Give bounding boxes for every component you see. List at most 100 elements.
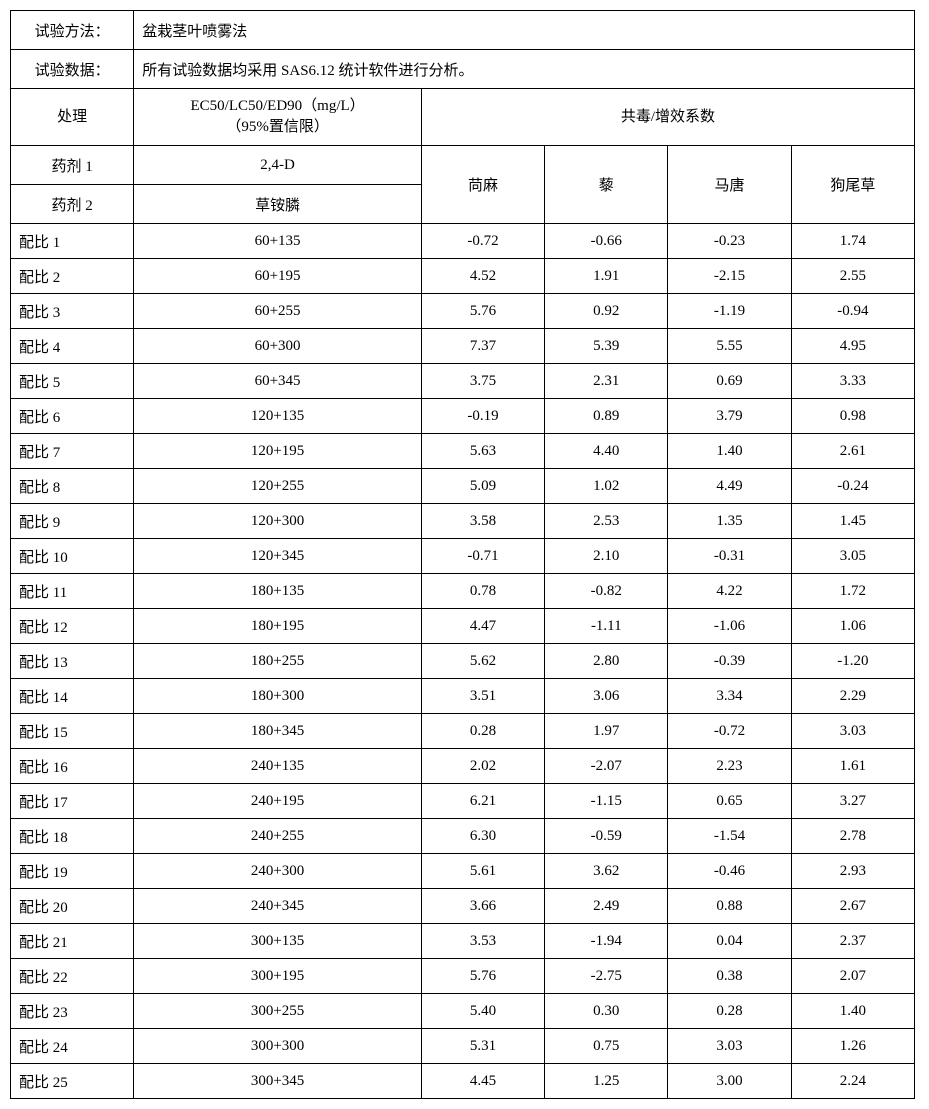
ratio-formula: 60+345 — [134, 364, 422, 399]
col-header-3: 马唐 — [668, 146, 791, 224]
ratio-formula: 240+195 — [134, 784, 422, 819]
value-cell: 0.28 — [421, 714, 544, 749]
value-cell: 1.26 — [791, 1029, 914, 1064]
agent2-value: 草铵膦 — [134, 185, 422, 224]
ratio-formula: 180+135 — [134, 574, 422, 609]
table-row: 配比 15180+3450.281.97-0.723.03 — [11, 714, 915, 749]
agent1-label: 药剂 1 — [11, 146, 134, 185]
ratio-label: 配比 10 — [11, 539, 134, 574]
table-row: 配比 6120+135-0.190.893.790.98 — [11, 399, 915, 434]
value-cell: 3.27 — [791, 784, 914, 819]
table-row: 配比 16240+1352.02-2.072.231.61 — [11, 749, 915, 784]
table-row: 配比 260+1954.521.91-2.152.55 — [11, 259, 915, 294]
ratio-label: 配比 21 — [11, 924, 134, 959]
value-cell: 6.21 — [421, 784, 544, 819]
agent1-row: 药剂 1 2,4-D 苘麻 藜 马唐 狗尾草 — [11, 146, 915, 185]
value-cell: -1.06 — [668, 609, 791, 644]
value-cell: 3.51 — [421, 679, 544, 714]
ratio-label: 配比 22 — [11, 959, 134, 994]
data-value: 所有试验数据均采用 SAS6.12 统计软件进行分析。 — [134, 50, 915, 89]
value-cell: 0.78 — [421, 574, 544, 609]
ratio-label: 配比 2 — [11, 259, 134, 294]
value-cell: 5.09 — [421, 469, 544, 504]
value-cell: 2.61 — [791, 434, 914, 469]
ratio-label: 配比 25 — [11, 1064, 134, 1099]
value-cell: -0.39 — [668, 644, 791, 679]
value-cell: 2.49 — [545, 889, 668, 924]
value-cell: 5.61 — [421, 854, 544, 889]
value-cell: 3.58 — [421, 504, 544, 539]
table-row: 配比 7120+1955.634.401.402.61 — [11, 434, 915, 469]
table-row: 配比 18240+2556.30-0.59-1.542.78 — [11, 819, 915, 854]
table-row: 配比 24300+3005.310.753.031.26 — [11, 1029, 915, 1064]
value-cell: 5.76 — [421, 294, 544, 329]
table-row: 配比 17240+1956.21-1.150.653.27 — [11, 784, 915, 819]
ratio-formula: 120+345 — [134, 539, 422, 574]
value-cell: -0.66 — [545, 224, 668, 259]
value-cell: 3.33 — [791, 364, 914, 399]
value-cell: 4.45 — [421, 1064, 544, 1099]
col-header-2: 藜 — [545, 146, 668, 224]
value-cell: 0.30 — [545, 994, 668, 1029]
ratio-formula: 180+255 — [134, 644, 422, 679]
ratio-label: 配比 8 — [11, 469, 134, 504]
value-cell: -0.24 — [791, 469, 914, 504]
value-cell: -0.82 — [545, 574, 668, 609]
table-row: 配比 25300+3454.451.253.002.24 — [11, 1064, 915, 1099]
formula-header-line1: EC50/LC50/ED90（mg/L） — [190, 98, 364, 114]
formula-header: EC50/LC50/ED90（mg/L） （95%置信限） — [134, 89, 422, 146]
ratio-formula: 180+345 — [134, 714, 422, 749]
value-cell: 1.25 — [545, 1064, 668, 1099]
value-cell: 3.05 — [791, 539, 914, 574]
value-cell: -1.19 — [668, 294, 791, 329]
method-value: 盆栽茎叶喷雾法 — [134, 11, 915, 50]
value-cell: -2.15 — [668, 259, 791, 294]
value-cell: 3.53 — [421, 924, 544, 959]
value-cell: 3.00 — [668, 1064, 791, 1099]
ratio-label: 配比 4 — [11, 329, 134, 364]
ratio-label: 配比 14 — [11, 679, 134, 714]
value-cell: 2.55 — [791, 259, 914, 294]
value-cell: 1.91 — [545, 259, 668, 294]
value-cell: -0.59 — [545, 819, 668, 854]
ratio-label: 配比 11 — [11, 574, 134, 609]
value-cell: -1.54 — [668, 819, 791, 854]
value-cell: 1.40 — [791, 994, 914, 1029]
value-cell: -0.46 — [668, 854, 791, 889]
ratio-formula: 120+255 — [134, 469, 422, 504]
ratio-formula: 240+300 — [134, 854, 422, 889]
table-row: 配比 23300+2555.400.300.281.40 — [11, 994, 915, 1029]
value-cell: 0.38 — [668, 959, 791, 994]
value-cell: -2.07 — [545, 749, 668, 784]
value-cell: 4.40 — [545, 434, 668, 469]
agent2-label: 药剂 2 — [11, 185, 134, 224]
value-cell: 2.31 — [545, 364, 668, 399]
value-cell: 6.30 — [421, 819, 544, 854]
ratio-label: 配比 7 — [11, 434, 134, 469]
table-row: 配比 560+3453.752.310.693.33 — [11, 364, 915, 399]
value-cell: 5.55 — [668, 329, 791, 364]
ratio-label: 配比 5 — [11, 364, 134, 399]
value-cell: 0.69 — [668, 364, 791, 399]
table-row: 配比 19240+3005.613.62-0.462.93 — [11, 854, 915, 889]
ratio-label: 配比 17 — [11, 784, 134, 819]
value-cell: -2.75 — [545, 959, 668, 994]
value-cell: 2.53 — [545, 504, 668, 539]
table-row: 配比 460+3007.375.395.554.95 — [11, 329, 915, 364]
value-cell: -1.15 — [545, 784, 668, 819]
value-cell: 1.72 — [791, 574, 914, 609]
ratio-label: 配比 12 — [11, 609, 134, 644]
ratio-formula: 120+135 — [134, 399, 422, 434]
ratio-label: 配比 16 — [11, 749, 134, 784]
value-cell: 3.66 — [421, 889, 544, 924]
col-header-4: 狗尾草 — [791, 146, 914, 224]
value-cell: 7.37 — [421, 329, 544, 364]
method-row: 试验方法： 盆栽茎叶喷雾法 — [11, 11, 915, 50]
value-cell: 2.29 — [791, 679, 914, 714]
ratio-formula: 240+345 — [134, 889, 422, 924]
ratio-label: 配比 9 — [11, 504, 134, 539]
value-cell: -0.19 — [421, 399, 544, 434]
value-cell: 5.63 — [421, 434, 544, 469]
value-cell: 0.98 — [791, 399, 914, 434]
table-row: 配比 360+2555.760.92-1.19-0.94 — [11, 294, 915, 329]
